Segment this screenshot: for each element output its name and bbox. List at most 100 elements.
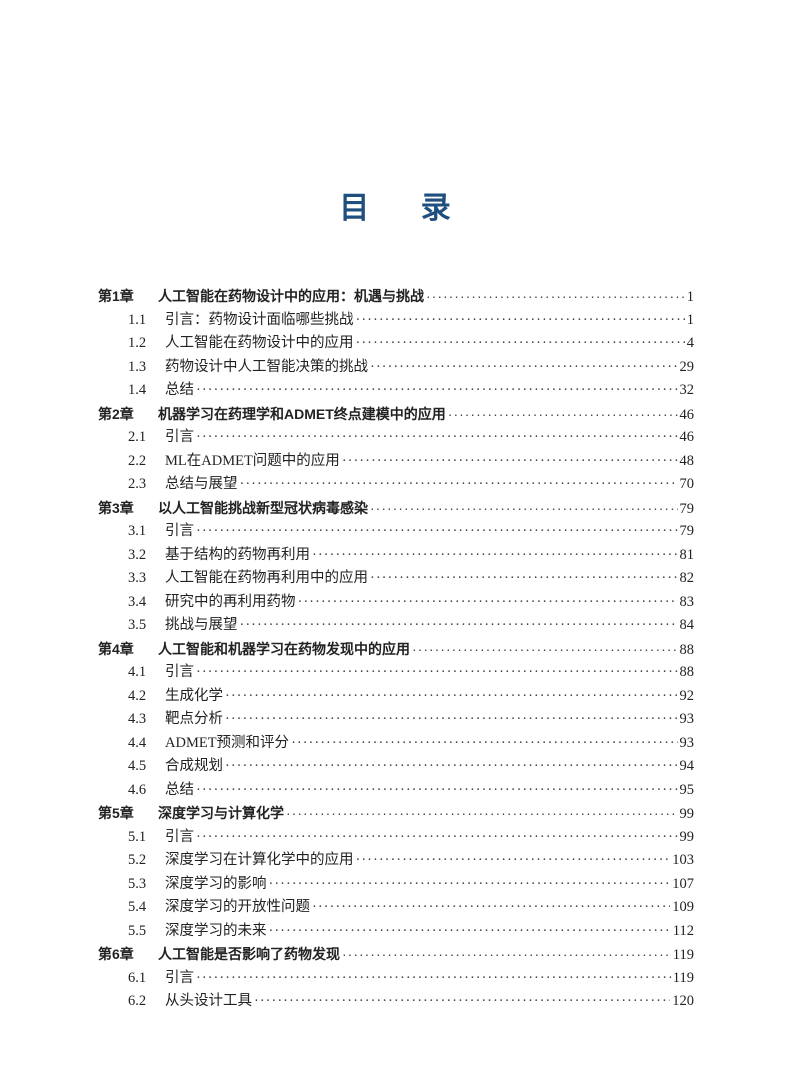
toc-section-entry[interactable]: 3.3 人工智能在药物再利用中的应用 82 [98,567,694,591]
entry-number: 1.4 [128,382,147,398]
entry-title: 人工智能在药物设计中的应用：机遇与挑战 [158,288,424,304]
entry-number: 4.1 [128,664,147,680]
toc-chapter-entry[interactable]: 第6章 人工智能是否影响了药物发现 119 [98,943,694,967]
entry-number: 1.3 [128,358,147,375]
entry-title: 深度学习的影响 [165,875,267,892]
toc-section-entry[interactable]: 3.2 基于结构的药物再利用 81 [98,544,694,568]
entry-title: 基于结构的药物再利用 [165,546,310,563]
entry-title: 研究中的再利用药物 [165,593,296,610]
entry-title: ADMET预测和评分 [165,734,290,751]
toc-section-entry[interactable]: 6.1 引言 119 [98,967,694,991]
entry-page-number: 88 [679,664,695,680]
entry-number: 3.5 [128,617,147,633]
toc-section-entry[interactable]: 4.2 生成化学 92 [98,685,694,709]
leader-dots [196,426,678,450]
toc-section-entry[interactable]: 1.4 总结 32 [98,379,694,403]
entry-number: 4.2 [128,687,147,704]
entry-title: 以人工智能挑战新型冠状病毒感染 [158,499,368,516]
toc-chapter-entry[interactable]: 第4章 人工智能和机器学习在药物发现中的应用 88 [98,638,694,662]
entry-number: 6.1 [128,969,147,986]
entry-title: 总结 [165,781,194,798]
leader-dots [448,403,678,427]
toc-section-entry[interactable]: 2.1 引言 46 [98,426,694,450]
toc-section-entry[interactable]: 5.1 引言 99 [98,826,694,850]
entry-title: 挑战与展望 [165,617,238,633]
leader-dots [196,779,678,803]
leader-dots [196,661,678,685]
leader-dots [342,943,671,967]
toc-chapter-entry[interactable]: 第1章 人工智能在药物设计中的应用：机遇与挑战 1 [98,285,694,309]
toc-section-entry[interactable]: 6.2 从头设计工具 120 [98,990,694,1014]
entry-page-number: 93 [679,711,695,727]
leader-dots [225,755,678,779]
entry-page-number: 81 [679,546,695,563]
entry-page-number: 94 [679,758,695,774]
toc-section-entry[interactable]: 4.5 合成规划 94 [98,755,694,779]
toc-section-entry[interactable]: 5.2 深度学习在计算化学中的应用 103 [98,849,694,873]
leader-dots [196,967,671,991]
entry-page-number: 99 [679,806,695,822]
toc-section-entry[interactable]: 5.4 深度学习的开放性问题 109 [98,896,694,920]
leader-dots [254,990,670,1014]
entry-page-number: 112 [672,922,694,939]
toc-section-entry[interactable]: 1.2 人工智能在药物设计中的应用 4 [98,332,694,356]
entry-title: 从头设计工具 [165,993,252,1009]
entry-number: 第1章 [98,288,134,304]
entry-title: 深度学习与计算化学 [158,805,284,821]
entry-title: 总结与展望 [165,476,238,492]
entry-page-number: 95 [679,781,695,798]
toc-chapter-entry[interactable]: 第2章 机器学习在药理学和ADMET终点建模中的应用 46 [98,403,694,427]
entry-title: 引言 [165,969,194,986]
toc-section-entry[interactable]: 5.3 深度学习的影响 107 [98,873,694,897]
toc-section-entry[interactable]: 5.5 深度学习的未来 112 [98,920,694,944]
entry-title: 生成化学 [165,687,223,704]
entry-page-number: 103 [672,852,694,868]
leader-dots [312,896,670,920]
entry-title: 引言 [165,523,194,539]
toc-section-entry[interactable]: 1.3 药物设计中人工智能决策的挑战 29 [98,356,694,380]
leader-dots [269,873,671,897]
leader-dots [356,332,685,356]
toc-section-entry[interactable]: 4.6 总结 95 [98,779,694,803]
entry-page-number: 46 [679,429,695,445]
entry-number: 6.2 [128,993,147,1009]
entry-number: 第2章 [98,405,134,422]
entry-page-number: 70 [679,476,695,492]
leader-dots [196,826,678,850]
entry-page-number: 119 [672,969,694,986]
entry-number: 第6章 [98,946,134,962]
entry-page-number: 82 [679,570,695,586]
entry-number: 3.4 [128,593,147,610]
toc-section-entry[interactable]: 3.4 研究中的再利用药物 83 [98,591,694,615]
toc-section-entry[interactable]: 4.1 引言 88 [98,661,694,685]
entry-number: 第5章 [98,805,134,821]
entry-title: 引言 [165,429,194,445]
toc-section-entry[interactable]: 2.3 总结与展望 70 [98,473,694,497]
entry-page-number: 84 [679,617,695,633]
entry-number: 5.1 [128,828,147,845]
toc-section-entry[interactable]: 1.1 引言：药物设计面临哪些挑战 1 [98,309,694,333]
toc-section-entry[interactable]: 3.5 挑战与展望 84 [98,614,694,638]
leader-dots [196,520,678,544]
toc-chapter-entry[interactable]: 第5章 深度学习与计算化学 99 [98,802,694,826]
toc-chapter-entry[interactable]: 第3章 以人工智能挑战新型冠状病毒感染 79 [98,497,694,521]
leader-dots [356,309,685,333]
toc-section-entry[interactable]: 4.3 靶点分析 93 [98,708,694,732]
entry-number: 4.4 [128,734,147,751]
leader-dots [240,614,678,638]
toc-section-entry[interactable]: 4.4 ADMET预测和评分 93 [98,732,694,756]
leader-dots [225,685,678,709]
entry-title: 药物设计中人工智能决策的挑战 [165,358,368,375]
entry-title: 深度学习的未来 [165,922,267,939]
entry-number: 2.1 [128,429,147,445]
toc-section-entry[interactable]: 3.1 引言 79 [98,520,694,544]
entry-page-number: 29 [679,358,695,375]
toc-section-entry[interactable]: 2.2 ML在ADMET问题中的应用 48 [98,450,694,474]
entry-number: 3.3 [128,570,147,586]
leader-dots [426,285,685,309]
entry-number: 第4章 [98,640,134,657]
leader-dots [240,473,678,497]
leader-dots [342,450,678,474]
page-title-char: 目 [339,192,370,225]
entry-page-number: 88 [679,641,695,658]
